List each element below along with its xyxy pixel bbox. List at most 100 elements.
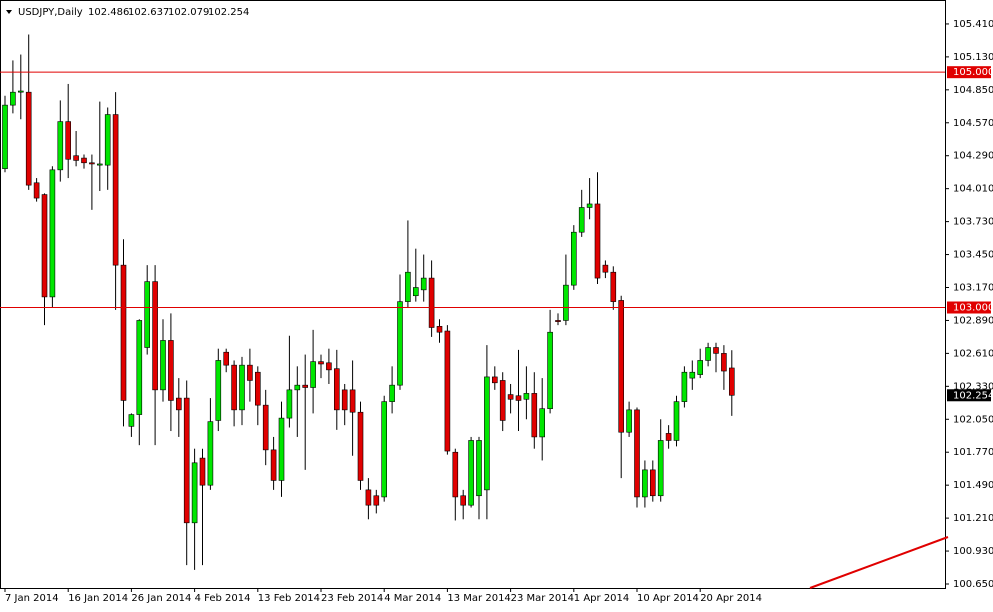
candle-body [33, 182, 40, 199]
candle-body [136, 320, 143, 415]
candle-body [104, 114, 111, 166]
x-tick-label: 23 Feb 2014 [321, 593, 383, 604]
menu-icon[interactable] [6, 10, 12, 14]
candle-body [515, 395, 522, 401]
candle-body [365, 489, 372, 506]
y-tick-label: 101.210 [953, 513, 993, 524]
candle-body [436, 326, 443, 333]
x-tick-label: 4 Feb 2014 [195, 593, 251, 604]
candle-body [499, 380, 506, 421]
candle-body [176, 397, 182, 411]
candle-body [531, 393, 538, 438]
candle-body [168, 340, 174, 401]
candle-body [405, 271, 411, 302]
candle-body [231, 364, 237, 411]
candle-body [152, 281, 158, 391]
candle-body [73, 155, 79, 161]
candle-body [255, 371, 261, 406]
candle-body [207, 421, 214, 486]
y-tick-label: 104.290 [953, 151, 993, 162]
header-value: 102.486 [88, 7, 129, 18]
candle-body [278, 417, 285, 481]
candle-body [610, 271, 617, 302]
candle-body [215, 360, 222, 421]
candle-body [294, 384, 301, 391]
candle-body [160, 340, 166, 391]
candle-body [649, 469, 656, 497]
header-value: 102.079 [168, 7, 209, 18]
candle-body [594, 203, 601, 279]
candle-body [476, 440, 482, 497]
candle-body [665, 433, 672, 441]
candle-body [89, 162, 95, 165]
price-label-box [947, 66, 991, 79]
y-tick-label: 102.330 [953, 381, 993, 392]
x-tick-label: 23 Mar 2014 [511, 593, 574, 604]
candle-body [326, 362, 332, 371]
candle-body [373, 495, 380, 506]
y-tick-label: 103.170 [953, 282, 993, 293]
y-tick-label: 103.730 [953, 217, 993, 228]
candle-body [484, 376, 490, 491]
candle-body [428, 277, 435, 328]
candle-body [144, 281, 150, 348]
x-tick-label: 26 Jan 2014 [131, 593, 191, 604]
y-tick-label: 102.610 [953, 348, 993, 359]
header-value: 102.254 [208, 7, 249, 18]
candle-body [420, 277, 427, 291]
y-tick-label: 100.930 [953, 546, 993, 557]
candle-body [97, 163, 103, 166]
x-tick-label: 16 Jan 2014 [68, 593, 128, 604]
candle-body [507, 394, 514, 400]
candle-body [539, 408, 546, 438]
x-tick-label: 4 Mar 2014 [384, 593, 441, 604]
candle-body [112, 114, 119, 266]
candle-body [412, 287, 419, 297]
x-tick-label: 7 Jan 2014 [5, 593, 59, 604]
candle-body [397, 301, 403, 386]
candle-body [302, 384, 309, 388]
candle-body [721, 353, 727, 372]
candle-body [2, 104, 8, 169]
candle-body [547, 331, 553, 409]
y-tick-label: 101.770 [953, 447, 993, 458]
candle-body [239, 364, 245, 411]
candle-body [713, 347, 719, 354]
candle-body [199, 457, 206, 486]
candle-body [341, 389, 348, 411]
candle-body [286, 389, 293, 419]
candle-body [563, 284, 569, 321]
plot-frame [0, 0, 946, 589]
header-value: 102.637 [128, 7, 169, 18]
candle-body [310, 361, 316, 388]
last-price-label: 102.254 [953, 390, 993, 401]
candle-body [128, 414, 135, 427]
candle-body [57, 121, 64, 171]
candle-body [183, 397, 190, 524]
candle-body [491, 376, 498, 384]
y-tick-label: 104.010 [953, 184, 993, 195]
candle-body [17, 90, 24, 93]
candle-body [81, 157, 87, 164]
candle-body [41, 194, 48, 298]
candle-body [333, 368, 340, 411]
y-tick-label: 105.130 [953, 52, 993, 63]
candle-body [468, 440, 474, 506]
x-tick-label: 13 Mar 2014 [447, 593, 510, 604]
symbol-label: USDJPY,Daily [18, 7, 83, 18]
candle-body [586, 203, 593, 208]
trend-line [809, 536, 949, 589]
y-tick-label: 103.450 [953, 250, 993, 261]
candle-body [626, 409, 632, 433]
candle-body [381, 401, 388, 498]
price-label: 103.000 [953, 303, 993, 314]
candle-body [49, 169, 56, 298]
candle-body [120, 264, 127, 401]
candle-body [728, 367, 735, 396]
candle-body [705, 347, 711, 361]
candle-body [444, 330, 451, 452]
y-tick-label: 100.650 [953, 579, 993, 590]
candle-body [247, 364, 253, 381]
